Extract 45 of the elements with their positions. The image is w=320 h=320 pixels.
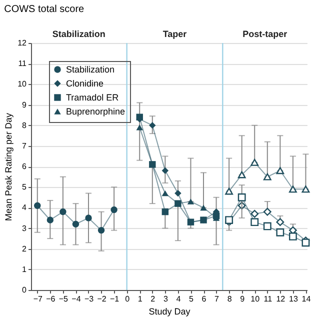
x-tick-label: −7	[33, 294, 43, 304]
x-tick-label: 10	[250, 294, 260, 304]
legend-label: Buprenorphine	[66, 106, 126, 116]
legend-label: Stabilization	[66, 64, 115, 74]
y-tick-label: 11	[18, 59, 28, 68]
legend-label: Tramadol ER	[66, 92, 120, 102]
text: Post-taper	[242, 29, 288, 39]
legend-label: Clonidine	[66, 78, 104, 88]
x-tick-label: 5	[188, 294, 194, 304]
y-tick-label: 7	[22, 141, 28, 150]
x-axis-title: Study Day	[148, 306, 191, 316]
chart-title: COWS total score	[4, 4, 85, 15]
x-tick-label: 1	[138, 294, 143, 304]
x-tick-label: 12	[276, 294, 286, 304]
y-tick-label: 4	[22, 203, 28, 212]
y-tick-label: 1	[22, 264, 28, 274]
x-tick-label: −4	[72, 294, 82, 304]
x-tick-label: −6	[46, 294, 56, 304]
y-axis-title: Mean Peak Rating per Day	[4, 112, 14, 222]
y-tick-label: 6	[22, 162, 28, 171]
x-tick-label: 9	[240, 294, 246, 304]
x-tick-label: 7	[214, 294, 220, 304]
x-tick-label: 8	[227, 294, 232, 304]
x-tick-label: 2	[150, 294, 156, 304]
y-tick-label: 2	[22, 244, 28, 254]
x-tick-label: 13	[288, 294, 298, 304]
y-tick-label: 9	[22, 100, 28, 110]
y-tick-label: 0	[22, 286, 28, 294]
y-tick-label: 12	[18, 38, 28, 48]
x-tick-label: −5	[58, 294, 69, 304]
x-tick-label: 14	[302, 294, 312, 304]
x-tick-label: 6	[202, 294, 207, 304]
y-tick-label: 5	[22, 182, 28, 192]
x-tick-label: −2	[97, 294, 107, 304]
x-tick-label: 4	[176, 294, 182, 304]
text: Stabilization	[52, 29, 106, 39]
y-tick-label: 8	[22, 120, 28, 130]
x-tick-label: 0	[125, 294, 130, 304]
y-tick-label: 3	[22, 224, 28, 233]
x-tick-label: −1	[110, 294, 120, 304]
text: Taper	[162, 29, 188, 39]
x-tick-label: 3	[163, 294, 168, 304]
y-tick-label: 10	[18, 80, 28, 89]
x-tick-label: 11	[264, 294, 273, 304]
x-tick-label: −3	[84, 294, 94, 304]
